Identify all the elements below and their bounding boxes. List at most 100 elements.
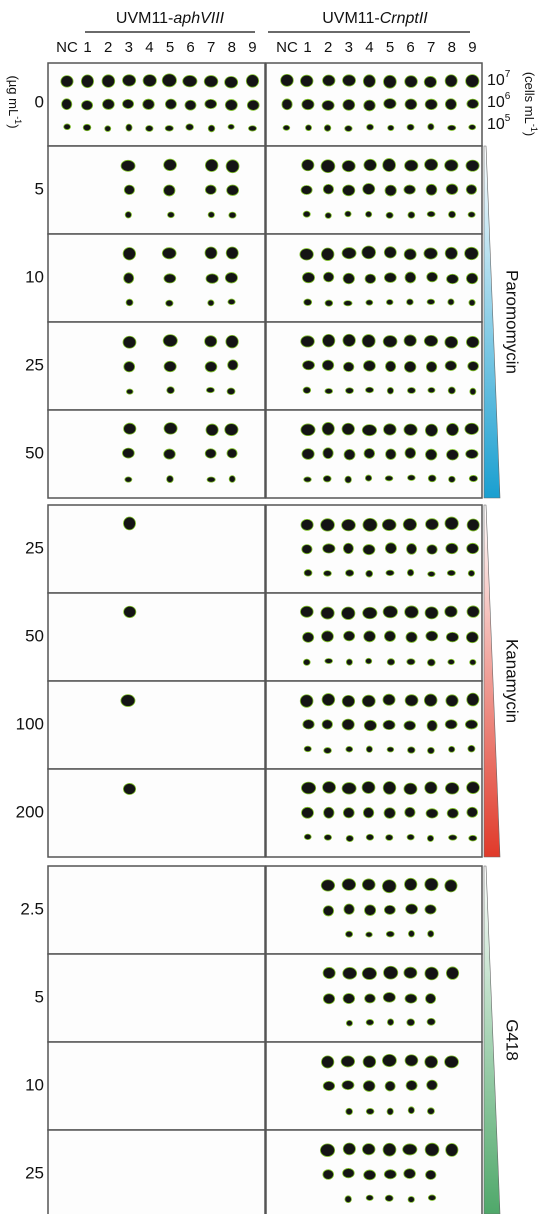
spot bbox=[448, 659, 455, 664]
spot bbox=[304, 834, 311, 840]
drug-label: Paromomycin bbox=[503, 270, 522, 374]
spot bbox=[385, 543, 396, 554]
spot bbox=[323, 448, 333, 459]
concentration-wedge bbox=[484, 146, 500, 498]
spot bbox=[166, 300, 173, 306]
concentration-label: 2.5 bbox=[20, 899, 44, 918]
spot bbox=[445, 606, 457, 617]
spot bbox=[445, 783, 458, 794]
spot bbox=[470, 388, 476, 395]
spot bbox=[424, 76, 436, 87]
text-part: ) bbox=[6, 124, 21, 128]
spot bbox=[324, 571, 332, 577]
spot bbox=[126, 299, 133, 306]
spot bbox=[341, 607, 354, 620]
spot bbox=[425, 607, 438, 619]
spot bbox=[428, 475, 436, 482]
spot bbox=[386, 212, 393, 218]
spot bbox=[167, 387, 175, 394]
spot bbox=[384, 631, 395, 642]
spot bbox=[124, 362, 135, 372]
spot bbox=[208, 212, 214, 218]
spot bbox=[425, 1056, 438, 1068]
column-label: 9 bbox=[248, 39, 256, 56]
column-label: 4 bbox=[145, 39, 153, 56]
spot bbox=[227, 185, 239, 195]
spot bbox=[467, 519, 479, 531]
spot bbox=[470, 659, 476, 665]
spot bbox=[143, 99, 155, 109]
spot bbox=[446, 695, 458, 707]
spot bbox=[302, 272, 314, 282]
spot bbox=[304, 299, 312, 306]
spot bbox=[383, 336, 397, 348]
spot bbox=[424, 248, 437, 259]
spot bbox=[323, 967, 335, 978]
spot bbox=[428, 1195, 435, 1201]
spot bbox=[323, 272, 333, 282]
spot bbox=[384, 424, 397, 435]
spot bbox=[302, 449, 314, 460]
spot bbox=[366, 1195, 373, 1200]
spot bbox=[205, 185, 216, 194]
spot bbox=[83, 124, 91, 130]
spot bbox=[407, 1019, 415, 1026]
spot bbox=[408, 747, 416, 753]
drug-label: Kanamycin bbox=[503, 639, 522, 723]
spot bbox=[324, 835, 331, 841]
spot bbox=[466, 336, 479, 347]
spot bbox=[123, 517, 135, 530]
spot bbox=[322, 360, 333, 370]
spot bbox=[321, 248, 334, 260]
unit-label: (cells mL-1) bbox=[522, 72, 539, 136]
spot bbox=[383, 781, 396, 794]
spot bbox=[102, 99, 114, 109]
spot bbox=[408, 1196, 414, 1202]
column-label: 8 bbox=[448, 39, 456, 56]
spot bbox=[469, 125, 476, 130]
spot bbox=[344, 904, 354, 914]
spot bbox=[447, 274, 459, 283]
spot bbox=[303, 720, 314, 729]
column-label: 7 bbox=[427, 39, 435, 56]
spot bbox=[343, 273, 354, 284]
spot bbox=[425, 782, 437, 794]
column-label: 3 bbox=[125, 39, 133, 56]
spot bbox=[323, 906, 333, 916]
text-part: UVM11- bbox=[322, 10, 380, 27]
spot bbox=[425, 1143, 439, 1156]
spot bbox=[143, 75, 156, 87]
spot bbox=[343, 362, 353, 371]
spot bbox=[321, 880, 334, 891]
spot bbox=[343, 334, 355, 346]
spot bbox=[320, 1144, 334, 1157]
spot bbox=[346, 931, 353, 937]
spot bbox=[342, 1081, 354, 1090]
spot bbox=[126, 124, 132, 131]
spot bbox=[408, 475, 416, 480]
spot bbox=[81, 75, 93, 88]
spot bbox=[283, 125, 290, 130]
spot bbox=[407, 124, 414, 130]
spot bbox=[383, 992, 395, 1002]
spot bbox=[322, 422, 334, 435]
spot bbox=[366, 300, 373, 305]
spot bbox=[322, 694, 335, 706]
spot bbox=[228, 124, 234, 129]
spot bbox=[427, 1080, 438, 1090]
spot bbox=[383, 159, 396, 172]
spot bbox=[448, 387, 455, 394]
spot bbox=[384, 273, 396, 283]
spot bbox=[342, 783, 356, 795]
spot bbox=[225, 424, 238, 436]
spot bbox=[342, 248, 356, 259]
spot bbox=[322, 631, 334, 642]
spot bbox=[205, 159, 218, 171]
spot bbox=[343, 75, 356, 86]
spot bbox=[123, 783, 135, 794]
spot bbox=[342, 423, 354, 435]
spot bbox=[346, 835, 353, 841]
spot bbox=[403, 1144, 417, 1155]
spot bbox=[228, 360, 238, 370]
spot bbox=[321, 1056, 333, 1068]
